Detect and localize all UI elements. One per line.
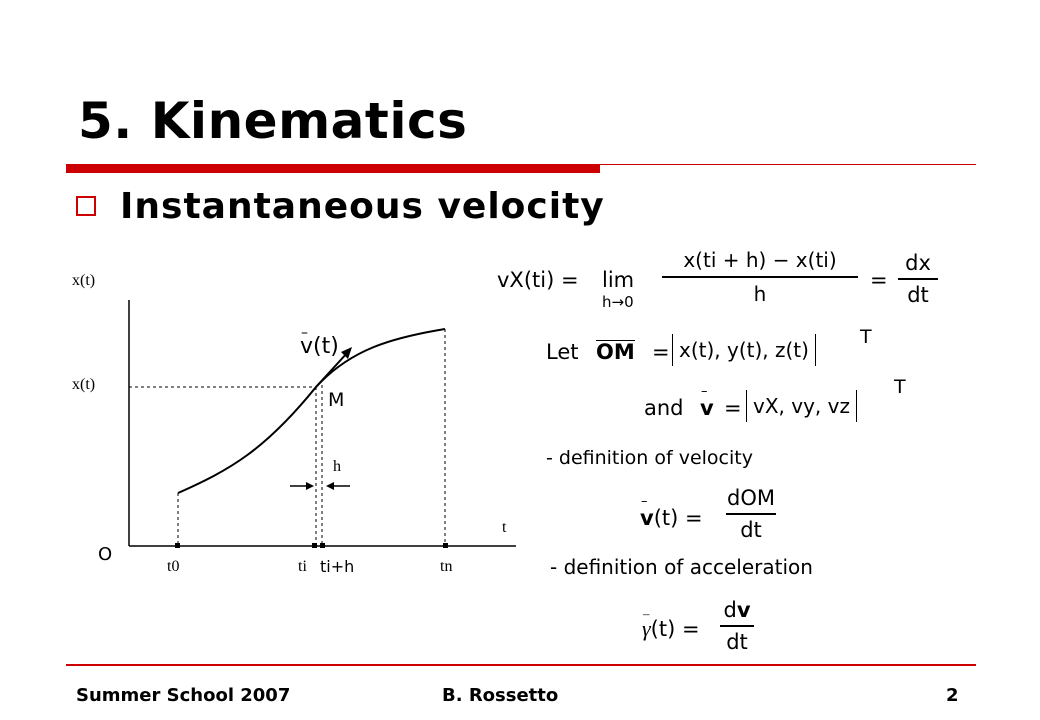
eq5-denominator: dt xyxy=(726,629,748,654)
velocity-label: – v(t) xyxy=(300,325,339,359)
velocity-vector xyxy=(315,351,349,388)
tick-label-tih: ti+h xyxy=(320,557,355,576)
eq5-fraction: dv dt xyxy=(720,598,754,654)
tick-tn xyxy=(443,543,448,548)
eq2-transpose: T xyxy=(860,326,872,348)
slide-subtitle: Instantaneous velocity xyxy=(120,186,605,227)
eq1-fraction: x(ti + h) − x(ti) h xyxy=(662,248,858,306)
square-bullet-icon xyxy=(76,196,96,216)
eq1-derivative: dx dt xyxy=(898,251,938,307)
eq1-lhs: vX(ti) = xyxy=(497,268,579,292)
point-label-m: M xyxy=(328,389,345,411)
eq4-denominator: dt xyxy=(740,517,762,542)
origin-label: O xyxy=(98,544,113,565)
t-axis-label: t xyxy=(502,519,507,536)
slide-title: 5. Kinematics xyxy=(78,92,468,150)
title-rule-thick xyxy=(66,164,600,173)
footer-left: Summer School 2007 xyxy=(76,685,291,706)
footer-rule xyxy=(66,664,976,666)
footer-page-number: 2 xyxy=(946,685,959,706)
tick-label-t0: t0 xyxy=(167,558,180,575)
eq2-bracket: x(t), y(t), z(t) xyxy=(672,334,816,366)
title-rule-thin xyxy=(600,164,976,165)
tick-t0 xyxy=(175,543,180,548)
footer-author: B. Rossetto xyxy=(442,685,559,706)
eq1-equals: = xyxy=(870,268,888,292)
definition-velocity: - definition of velocity xyxy=(546,447,753,469)
h-label: h xyxy=(333,458,341,475)
eq3-equals: = xyxy=(724,396,742,420)
definition-acceleration: - definition of acceleration xyxy=(550,555,813,579)
eq4-numerator: dOM xyxy=(727,486,775,510)
eq1-lim-under: h→0 xyxy=(602,293,634,311)
eq3-transpose: T xyxy=(894,376,906,398)
eq3-and: and xyxy=(644,396,684,420)
eq2-let: Let xyxy=(546,340,579,364)
eq1-denominator: h xyxy=(753,281,767,306)
velocity-arrowhead xyxy=(341,347,352,359)
eq3-bracket: vX, vy, vz xyxy=(746,390,857,422)
eq5-numerator: dv xyxy=(723,598,751,622)
tick-label-ti: ti xyxy=(298,558,307,575)
tick-label-tn: tn xyxy=(440,558,453,575)
eq2-om: OM xyxy=(596,340,635,364)
eq3-v: – v xyxy=(700,384,714,420)
eq1-numerator: x(ti + h) − x(ti) xyxy=(683,248,837,272)
tick-ti xyxy=(312,543,317,548)
eq5-lhs: – γ(t) = xyxy=(642,606,700,641)
tick-tih xyxy=(320,543,325,548)
eq1-lim: lim xyxy=(602,268,635,292)
eq4-fraction: dOM dt xyxy=(726,486,776,542)
y-axis-label-top: x(t) xyxy=(72,272,96,289)
eq2-equals: = xyxy=(652,340,670,364)
eq4-lhs: – v(t) = xyxy=(640,494,703,530)
y-axis-label-mid: x(t) xyxy=(72,376,96,393)
